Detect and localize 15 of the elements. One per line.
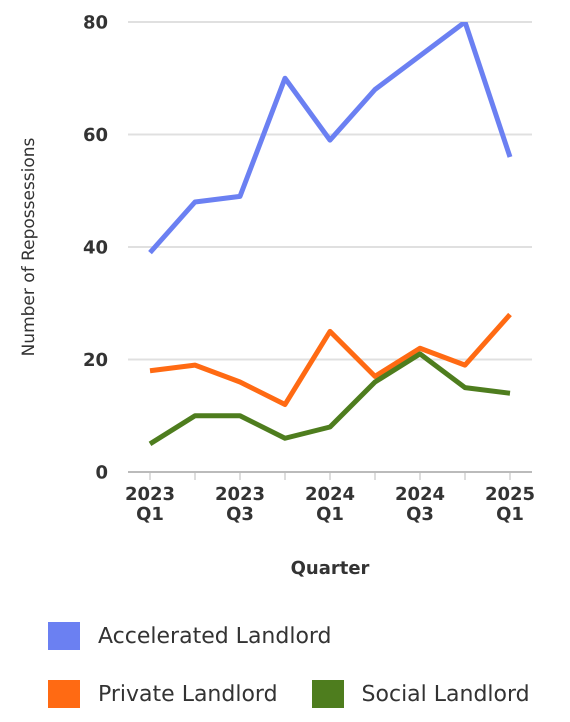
legend-label: Private Landlord bbox=[98, 682, 278, 706]
y-axis-title: Number of Repossessions bbox=[19, 137, 40, 356]
x-tick-label: 2023 Q3 bbox=[214, 484, 266, 525]
y-tick-label: 40 bbox=[82, 237, 108, 258]
x-tick-label: 2025 Q1 bbox=[484, 484, 536, 525]
x-tick-label: 2023 Q1 bbox=[124, 484, 176, 525]
y-tick-label: 20 bbox=[82, 350, 108, 371]
x-axis-title: Quarter bbox=[290, 558, 370, 579]
x-tick-label: 2024 Q3 bbox=[394, 484, 446, 525]
legend-label: Accelerated Landlord bbox=[98, 624, 332, 648]
x-tick-label: 2024 Q1 bbox=[304, 484, 356, 525]
y-tick-label: 60 bbox=[82, 124, 108, 146]
y-tick-label: 80 bbox=[82, 12, 108, 34]
y-tick-label: 0 bbox=[95, 462, 108, 484]
legend-label: Social Landlord bbox=[362, 682, 530, 706]
